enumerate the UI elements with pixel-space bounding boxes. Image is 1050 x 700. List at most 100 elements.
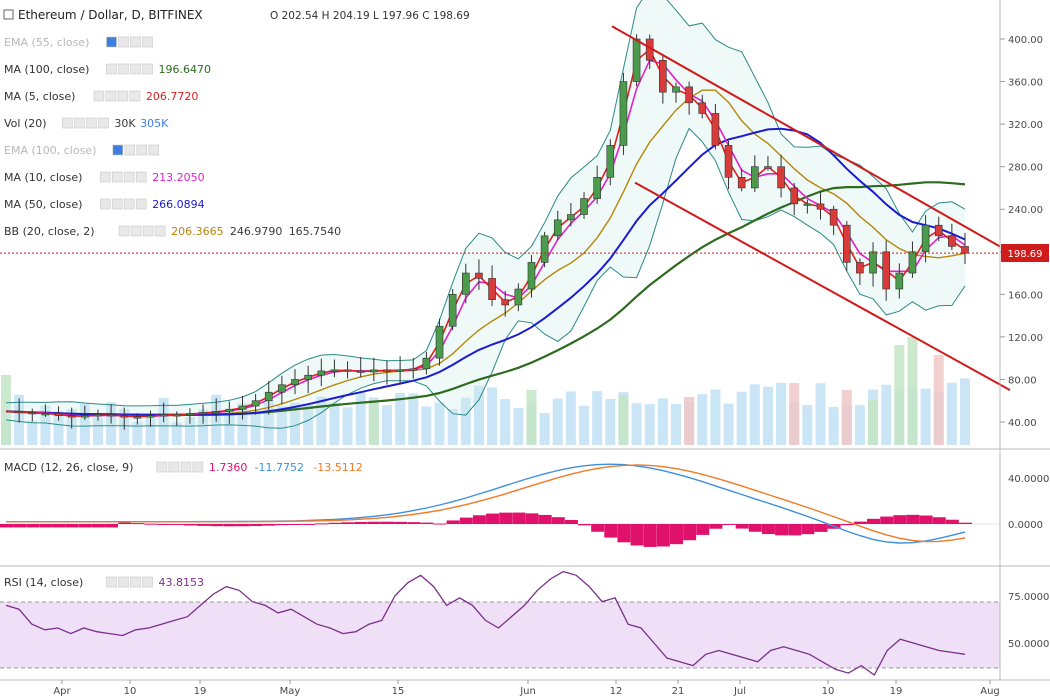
macd-hist-bar — [26, 524, 40, 528]
candle-up — [606, 145, 615, 178]
candle-up — [81, 415, 89, 418]
candle-down — [829, 208, 838, 226]
plus-icon — [86, 117, 97, 129]
time-tick-label: 10 — [822, 686, 835, 697]
eye-icon — [106, 36, 117, 48]
candle-down — [107, 414, 115, 417]
macd-hist-bar — [78, 524, 92, 528]
volume-spike — [684, 397, 695, 445]
volume-bar — [723, 403, 734, 445]
macd-pane[interactable] — [0, 463, 1000, 547]
macd-hist-bar — [105, 524, 119, 528]
candle-down — [659, 59, 667, 93]
price-pane[interactable] — [0, 0, 1011, 445]
macd-legend: MACD (12, 26, close, 9) 1.7360 -11.7752 -13… — [4, 461, 363, 474]
eye-icon — [112, 144, 124, 156]
volume-bar — [184, 416, 195, 445]
macd-hist-bar — [289, 524, 303, 525]
eye-icon — [106, 63, 117, 75]
macd-hist-bar — [669, 524, 683, 545]
volume-bar — [697, 394, 708, 445]
volume-bar — [250, 412, 261, 445]
rsi-legend-value: 43.8153 — [159, 576, 205, 589]
eye-icon — [62, 117, 73, 129]
macd-hist-bar — [630, 524, 644, 546]
price-axis[interactable]: 400.00360.00320.00280.00240.00200.00160.… — [1000, 35, 1043, 429]
gear-icon — [124, 144, 136, 156]
gear-icon — [168, 461, 180, 473]
macd-legend-value: 1.7360 — [209, 461, 248, 474]
candle-up — [133, 416, 142, 419]
candle-up — [422, 357, 431, 370]
macd-hist-bar — [315, 523, 329, 525]
macd-hist-bar — [880, 516, 894, 524]
macd-hist-bar — [617, 524, 631, 543]
volume-bar — [27, 420, 38, 445]
candle-up — [514, 288, 523, 306]
macd-hist-bar — [525, 513, 539, 524]
candle-up — [41, 413, 50, 416]
volume-bar — [316, 396, 327, 445]
price-tick-label: 360.00 — [1008, 78, 1043, 89]
close-icon — [135, 171, 147, 183]
candle-down — [28, 412, 37, 415]
eye-icon — [99, 171, 111, 183]
chart-header: Ethereum / Dollar, D, BITFINEX O 202.54 H… — [3, 8, 470, 22]
volume-bar — [224, 409, 235, 445]
candle-down — [475, 272, 483, 279]
volume-bar — [237, 403, 248, 445]
eye-icon — [118, 225, 130, 237]
rsi-line — [5, 570, 966, 676]
volume-bar — [565, 391, 576, 445]
time-tick-label: 10 — [124, 686, 137, 697]
macd-legend-label: MACD (12, 26, close, 9) — [4, 461, 133, 474]
plus-icon — [117, 90, 129, 102]
macd-hist-bar — [643, 524, 657, 547]
macd-hist-bar — [748, 524, 762, 532]
candle-up — [225, 408, 234, 412]
macd-hist-bar — [919, 515, 933, 524]
time-tick-label: May — [280, 686, 301, 697]
volume-bar — [92, 417, 103, 445]
eye-icon — [99, 198, 111, 210]
rsi-pane[interactable] — [0, 570, 1000, 676]
rsi-tick-label: 50.0000 — [1008, 639, 1049, 650]
macd-hist-bar — [696, 524, 710, 535]
macd-hist-bar — [853, 521, 867, 524]
candle-up — [94, 414, 102, 417]
macd-axis[interactable]: 40.0000 0.0000 — [1008, 474, 1049, 531]
macd-tick-label: 0.0000 — [1008, 520, 1043, 531]
volume-bar — [132, 421, 143, 445]
legend-row-6-value: 266.0894 — [152, 198, 205, 211]
volume-bars — [1, 337, 970, 445]
volume-spike — [933, 355, 944, 445]
macd-hist-bar — [223, 524, 237, 527]
rsi-axis[interactable]: 75.0000 50.0000 — [1008, 592, 1049, 650]
volume-bar — [303, 405, 314, 445]
candle-down — [698, 102, 707, 114]
candle-up — [540, 235, 549, 263]
volume-spike — [907, 337, 918, 445]
candle-up — [869, 251, 877, 274]
candle-up — [172, 414, 181, 417]
candle-down — [842, 224, 851, 263]
time-axis[interactable]: Apr 10 19 May 15 Jun 12 21 Jul 10 19 Aug — [53, 680, 1000, 697]
price-tick-label: 80.00 — [1008, 375, 1037, 386]
macd-hist-bar — [893, 515, 907, 524]
volume-bar — [881, 384, 892, 445]
volume-bar — [460, 397, 471, 445]
volume-bar — [473, 385, 484, 445]
macd-hist-bar — [367, 521, 381, 524]
macd-hist-bar — [604, 524, 618, 538]
volume-bar — [710, 389, 721, 445]
candle-down — [54, 413, 63, 416]
descending-channel[interactable] — [611, 25, 1011, 391]
macd-hist-bar — [236, 524, 250, 527]
macd-hist-bar — [13, 524, 27, 528]
volume-bar — [79, 403, 90, 445]
close-icon — [192, 461, 204, 473]
legend-row-7-value: 206.3665 — [171, 225, 224, 238]
bollinger-fill — [6, 0, 965, 429]
